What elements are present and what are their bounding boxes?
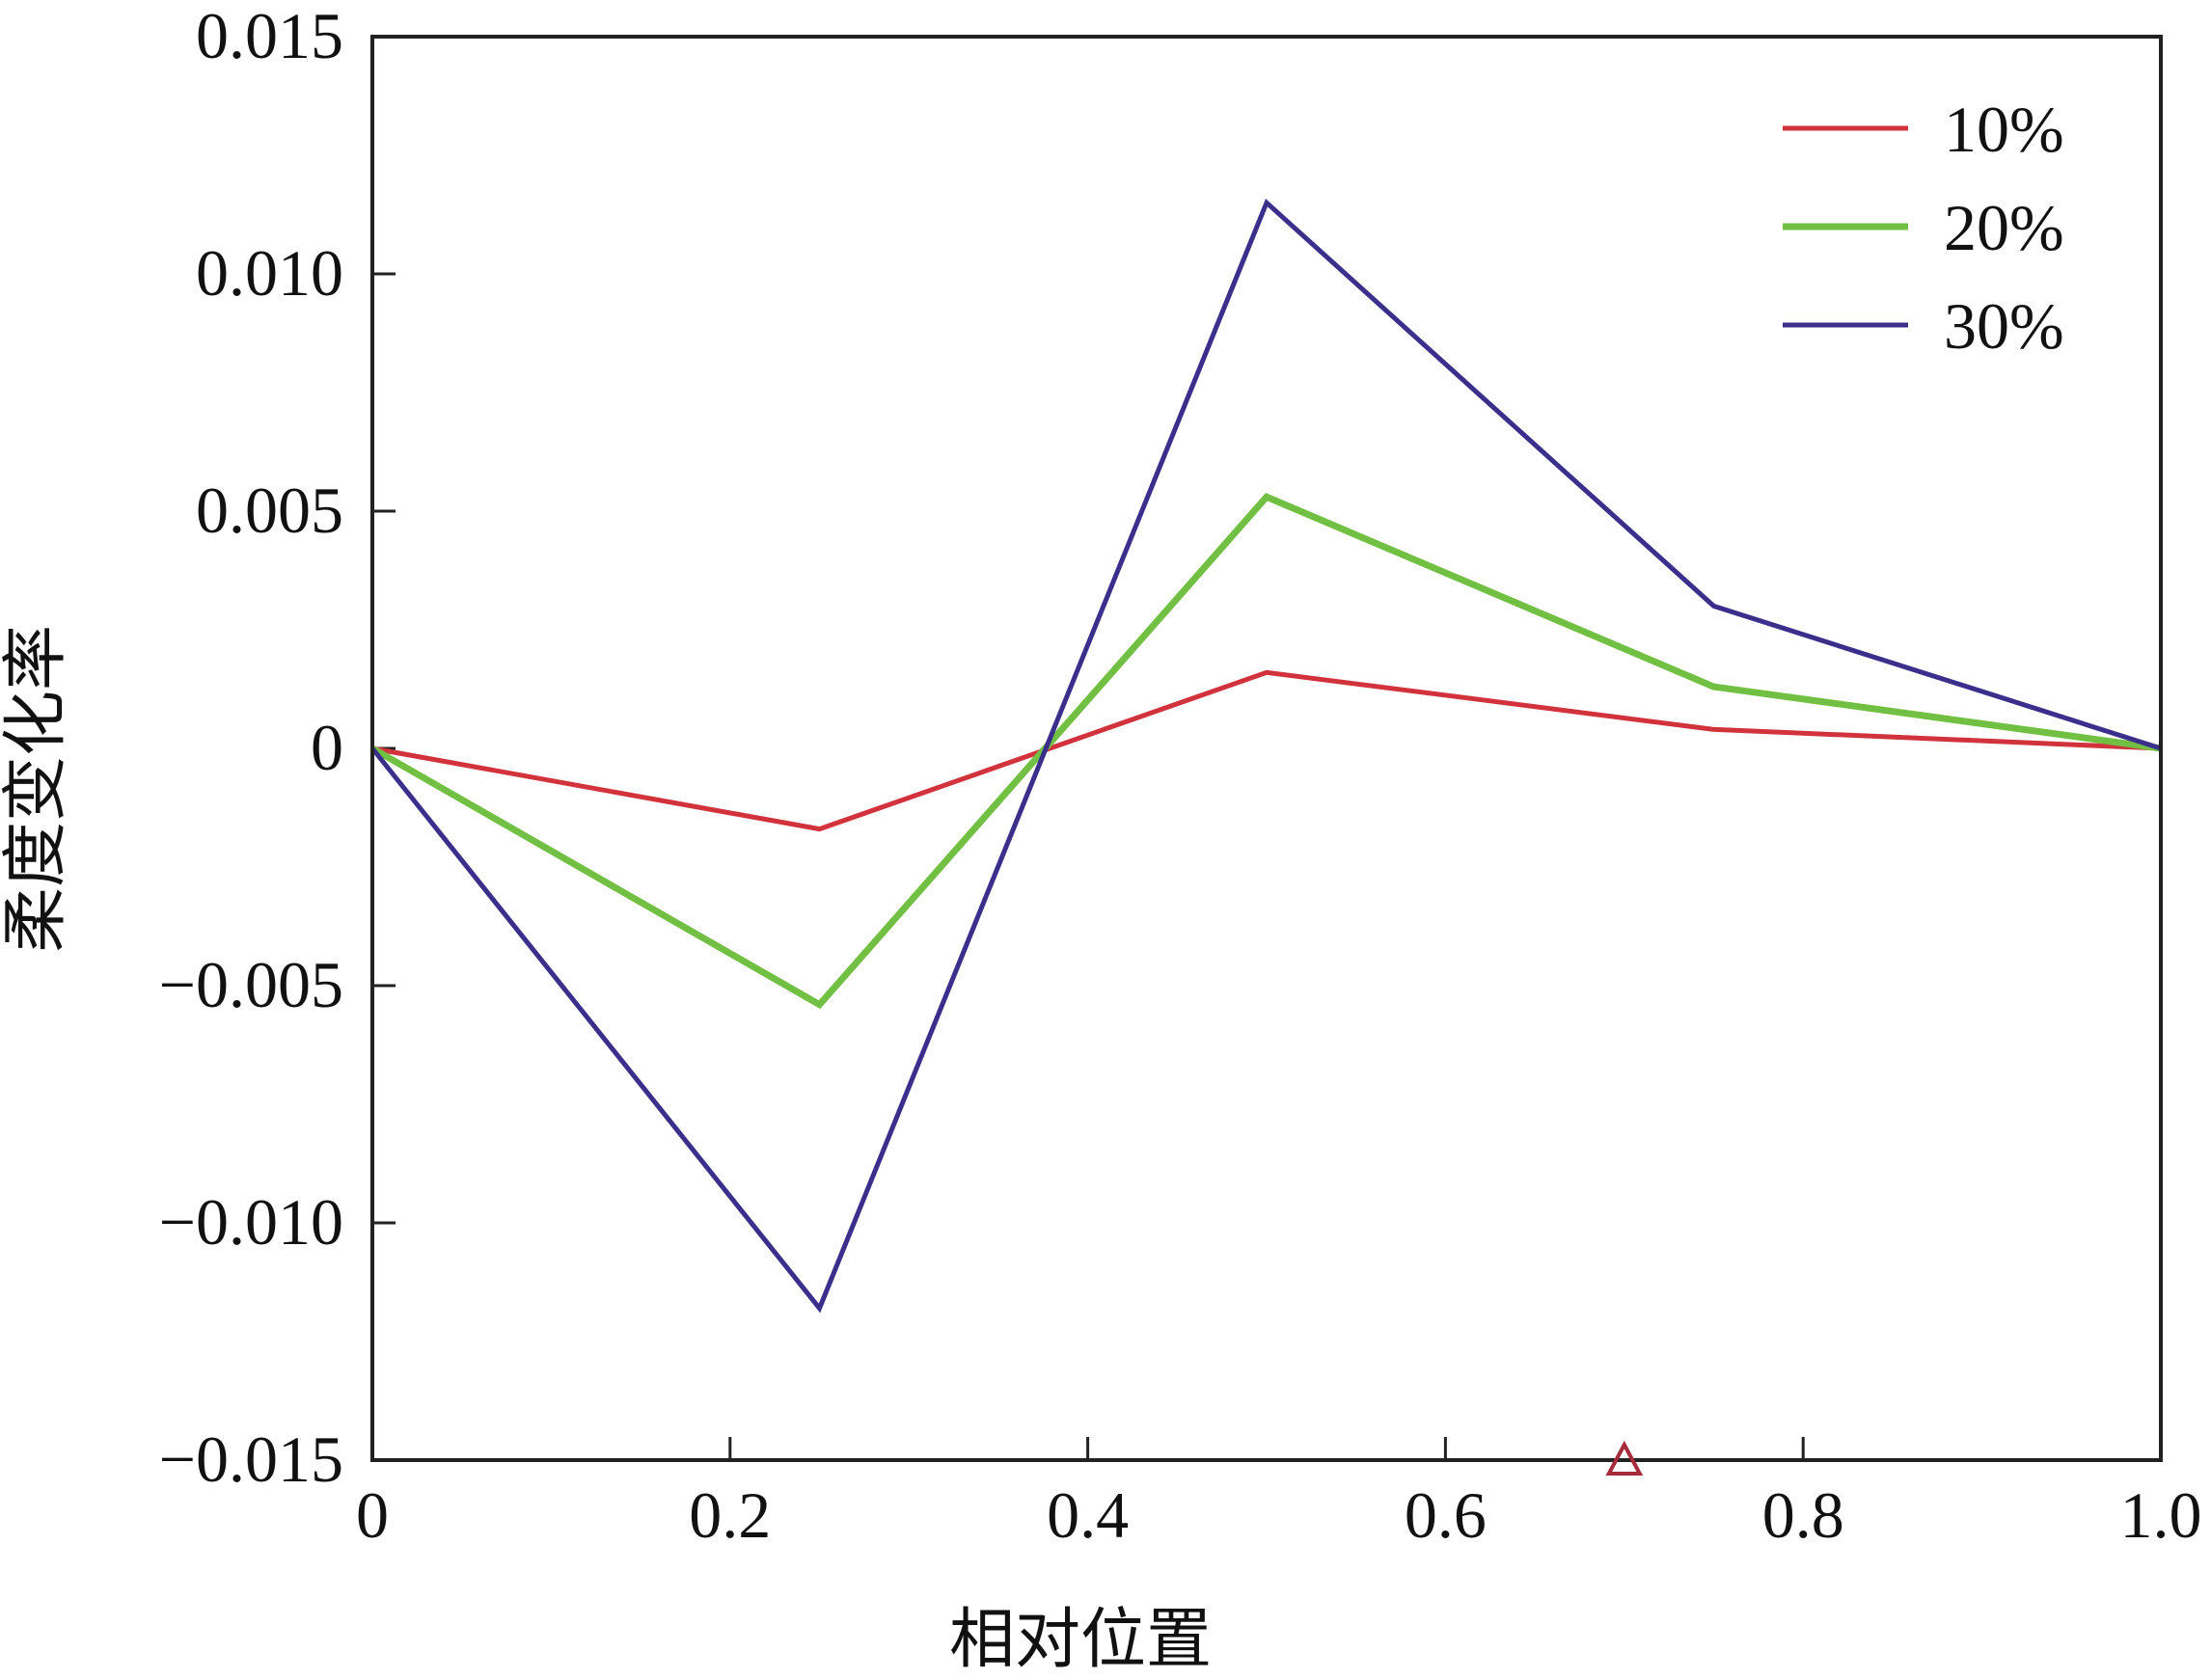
y-tick-label: −0.010 — [159, 1185, 343, 1259]
y-tick-label: 0.015 — [196, 0, 343, 72]
triangle-marker — [1605, 1440, 1644, 1476]
y-tick-label: 0 — [311, 711, 343, 784]
y-tick-label: −0.015 — [159, 1423, 343, 1496]
x-tick-label: 0.4 — [1047, 1478, 1129, 1552]
series-line-3 — [370, 198, 2162, 1314]
x-tick-label: 0.2 — [689, 1478, 771, 1552]
x-tick-labels: 0 0.2 0.4 0.6 0.8 1.0 — [356, 1478, 2202, 1552]
y-tick-label: 0.010 — [196, 236, 343, 310]
axis-ticks — [370, 35, 2163, 1462]
x-tick-label: 0 — [356, 1478, 389, 1552]
series-line-1 — [371, 669, 2162, 832]
x-axis-title: 相对位置 — [949, 1603, 1212, 1675]
legend-label-1: 10% — [1944, 93, 2064, 166]
y-axis-title: 柔度变化率 — [0, 625, 72, 953]
y-tick-labels: 0.015 0.010 0.005 0 −0.005 −0.010 −0.015 — [159, 0, 343, 1496]
plot-frame — [370, 35, 2163, 1462]
legend-label-3: 30% — [1944, 289, 2064, 363]
legend-label-2: 20% — [1944, 191, 2064, 264]
x-tick-label: 1.0 — [2120, 1478, 2202, 1552]
series-line-2 — [370, 493, 2162, 1010]
annotation-marker — [1605, 1440, 1644, 1476]
x-tick-label: 0.6 — [1405, 1478, 1487, 1552]
y-tick-label: −0.005 — [159, 948, 343, 1021]
legend: 10% 20% 30% — [1783, 93, 2064, 363]
series-lines — [370, 198, 2162, 1314]
y-tick-label: 0.005 — [196, 474, 343, 547]
x-tick-label: 0.8 — [1762, 1478, 1844, 1552]
